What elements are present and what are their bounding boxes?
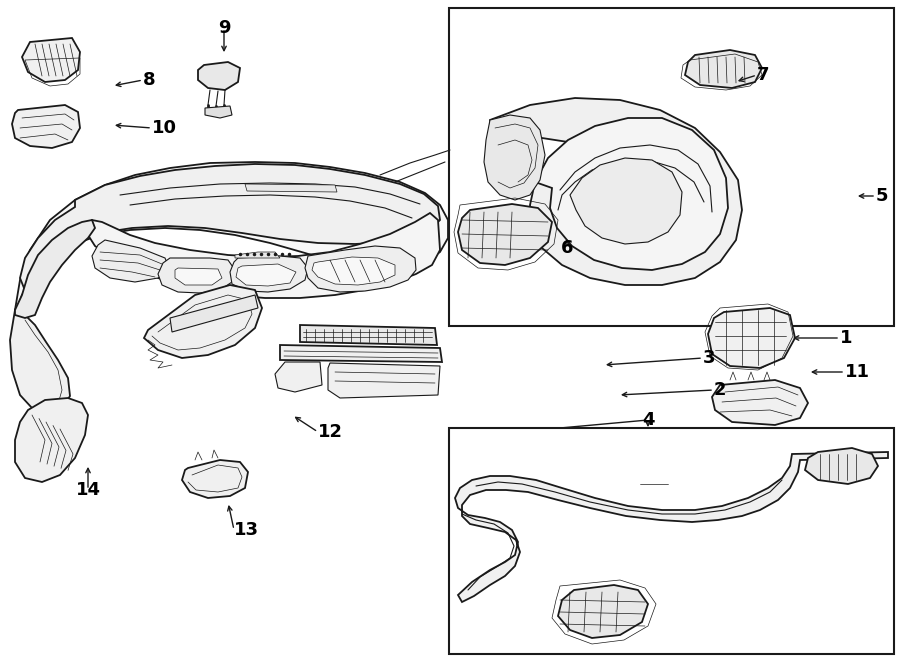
Text: 14: 14 <box>76 481 101 499</box>
Polygon shape <box>205 106 232 118</box>
Polygon shape <box>685 50 762 88</box>
Polygon shape <box>88 213 440 298</box>
Bar <box>449 428 894 654</box>
Text: 2: 2 <box>714 381 726 399</box>
Polygon shape <box>15 398 88 482</box>
Polygon shape <box>175 268 222 285</box>
Text: 3: 3 <box>703 349 716 367</box>
Polygon shape <box>15 220 95 318</box>
Text: 4: 4 <box>642 411 654 429</box>
Polygon shape <box>15 162 448 315</box>
Polygon shape <box>558 585 648 638</box>
Polygon shape <box>490 98 742 285</box>
Polygon shape <box>235 252 280 258</box>
Polygon shape <box>458 204 552 265</box>
Text: 11: 11 <box>845 363 870 381</box>
Polygon shape <box>182 460 248 498</box>
Polygon shape <box>144 285 262 358</box>
Polygon shape <box>570 158 682 244</box>
Polygon shape <box>245 184 337 192</box>
Polygon shape <box>198 62 240 90</box>
Polygon shape <box>236 264 296 286</box>
Polygon shape <box>455 452 888 602</box>
Polygon shape <box>708 308 795 368</box>
Polygon shape <box>312 257 395 285</box>
Polygon shape <box>484 115 545 200</box>
Polygon shape <box>158 258 235 293</box>
Polygon shape <box>170 295 258 332</box>
Polygon shape <box>805 448 878 484</box>
Polygon shape <box>22 38 80 82</box>
Polygon shape <box>12 105 80 148</box>
Polygon shape <box>712 380 808 425</box>
Text: 7: 7 <box>757 66 770 84</box>
Polygon shape <box>10 310 70 413</box>
Text: 13: 13 <box>234 521 259 539</box>
Polygon shape <box>305 246 416 292</box>
Text: 1: 1 <box>840 329 852 347</box>
Text: 9: 9 <box>218 19 230 37</box>
Polygon shape <box>535 118 728 270</box>
Polygon shape <box>300 325 437 345</box>
Polygon shape <box>275 362 322 392</box>
Polygon shape <box>20 164 440 298</box>
Polygon shape <box>328 363 440 398</box>
Text: 6: 6 <box>561 239 573 257</box>
Text: 10: 10 <box>152 119 177 137</box>
Polygon shape <box>230 256 308 292</box>
Text: 8: 8 <box>143 71 156 89</box>
Bar <box>449 8 894 326</box>
Text: 5: 5 <box>876 187 888 205</box>
Polygon shape <box>280 345 442 362</box>
Text: 12: 12 <box>318 423 343 441</box>
Polygon shape <box>92 240 170 282</box>
